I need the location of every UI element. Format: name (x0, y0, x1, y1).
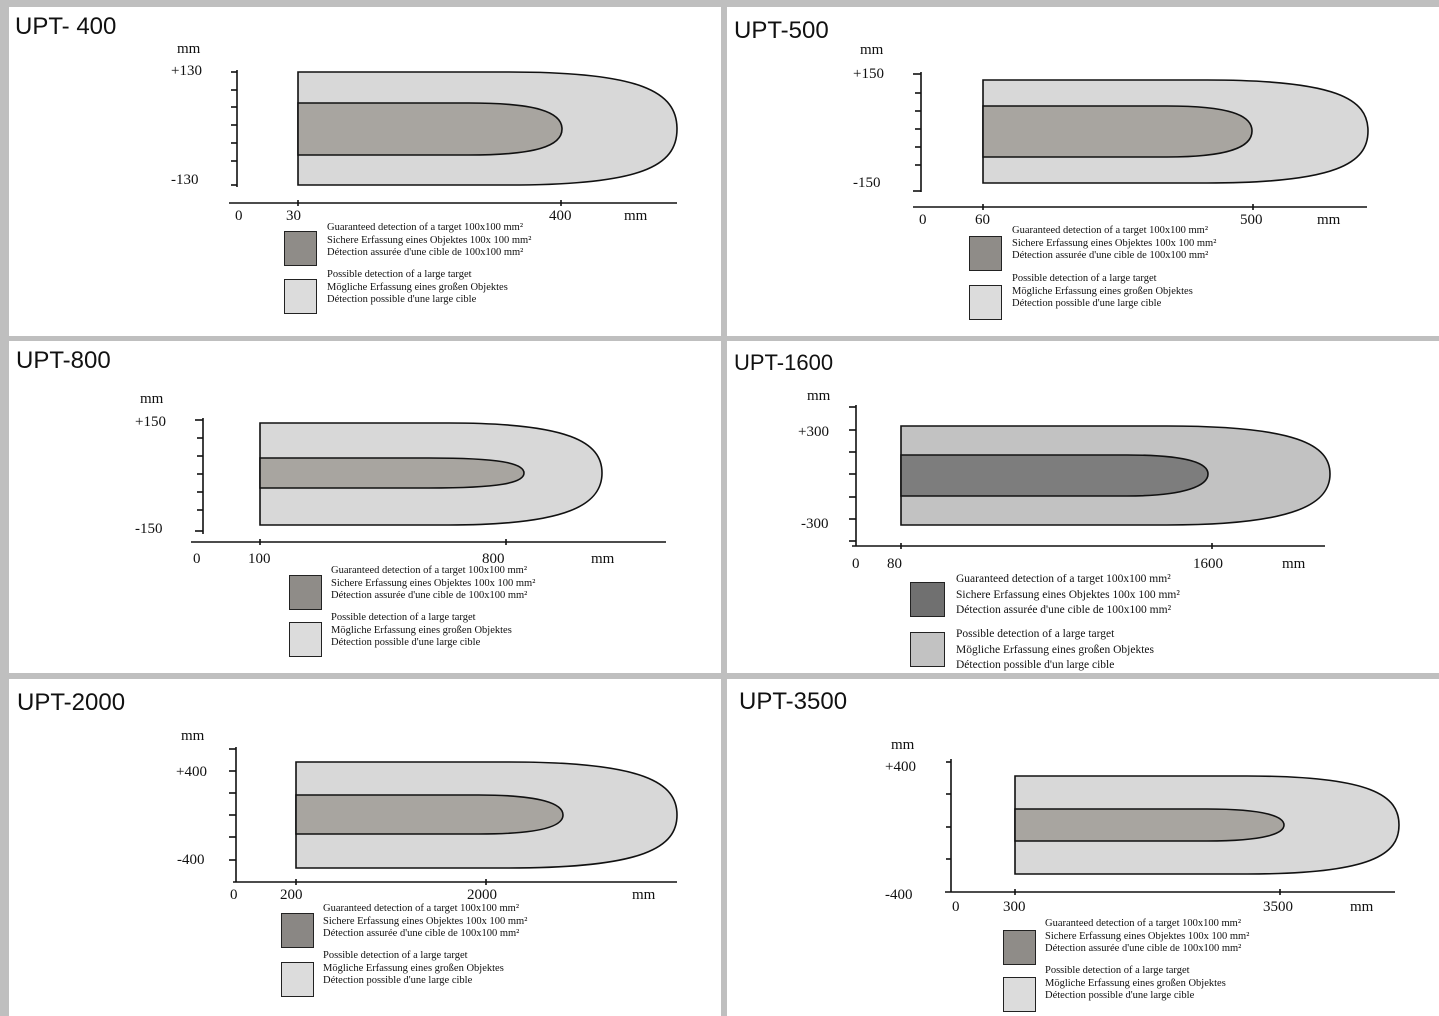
guaranteed-detection-zone (1014, 808, 1285, 842)
y-top-label: +400 (885, 759, 916, 775)
panel-title: UPT- 400 (15, 13, 117, 40)
x-unit-label: mm (1350, 899, 1374, 915)
y-unit-label: mm (860, 42, 884, 58)
guaranteed-legend: Guaranteed detection of a target 100x100… (323, 903, 528, 939)
detection-diagram: mm +130 -130 0 30 400 mm (171, 41, 678, 224)
guaranteed-legend: Guaranteed detection of a target 100x100… (327, 222, 532, 258)
possible-legend: Possible detection of a large target Mög… (323, 950, 504, 986)
x-start-label: 80 (887, 556, 902, 572)
panel-upt-800: UPT-800 mm +150 -150 0 100 800 mm Guaran… (9, 341, 721, 673)
x-zero-label: 0 (235, 208, 243, 224)
panel-upt-500: UPT-500 mm +150 -150 0 60 500 mm Guarant… (727, 7, 1439, 336)
detection-diagram: mm +400 -400 0 200 2000 mm (176, 728, 678, 903)
possible-legend: Possible detection of a large target Mög… (1012, 273, 1193, 309)
x-end-label: 1600 (1193, 556, 1223, 572)
y-bottom-label: -300 (801, 516, 829, 532)
y-bottom-label: -150 (135, 521, 163, 537)
guaranteed-swatch (289, 575, 322, 610)
y-bottom-label: -400 (885, 887, 913, 903)
y-top-label: +400 (176, 764, 207, 780)
panel-title: UPT-3500 (739, 688, 848, 715)
guaranteed-swatch (1003, 930, 1036, 965)
guaranteed-swatch (969, 236, 1002, 271)
x-zero-label: 0 (230, 887, 238, 903)
y-unit-label: mm (181, 728, 205, 744)
x-end-label: 800 (482, 551, 505, 567)
panel-upt-3500: UPT-3500 mm +400 -400 0 300 3500 mm Guar… (727, 679, 1439, 1016)
possible-swatch (289, 622, 322, 657)
guaranteed-detection-zone (295, 794, 564, 835)
x-unit-label: mm (624, 208, 648, 224)
y-unit-label: mm (891, 737, 915, 753)
y-bottom-label: -150 (853, 175, 881, 191)
x-start-label: 300 (1003, 899, 1026, 915)
panel-title: UPT-2000 (17, 689, 126, 716)
x-end-label: 2000 (467, 887, 497, 903)
guaranteed-swatch (281, 913, 314, 948)
x-end-label: 400 (549, 208, 572, 224)
x-zero-label: 0 (193, 551, 201, 567)
guaranteed-legend: Guaranteed detection of a target 100x100… (956, 573, 1180, 616)
y-top-label: +130 (171, 63, 202, 79)
x-start-label: 30 (286, 208, 301, 224)
possible-swatch (969, 285, 1002, 320)
x-zero-label: 0 (952, 899, 960, 915)
guaranteed-swatch (910, 582, 945, 617)
x-zero-label: 0 (919, 212, 927, 228)
y-unit-label: mm (177, 41, 201, 57)
guaranteed-detection-zone (259, 457, 525, 489)
possible-swatch (1003, 977, 1036, 1012)
x-unit-label: mm (632, 887, 656, 903)
guaranteed-swatch (284, 231, 317, 266)
y-top-label: +300 (798, 424, 829, 440)
detection-diagram: mm +400 -400 0 300 3500 mm (885, 737, 1400, 915)
x-unit-label: mm (1317, 212, 1341, 228)
x-unit-label: mm (591, 551, 615, 567)
guaranteed-detection-zone (297, 102, 563, 156)
possible-legend: Possible detection of a large target Mög… (331, 612, 512, 648)
y-unit-label: mm (140, 391, 164, 407)
possible-legend: Possible detection of a large target Mög… (327, 269, 508, 305)
possible-swatch (281, 962, 314, 997)
x-end-label: 3500 (1263, 899, 1293, 915)
panel-upt-400: UPT- 400 mm +130 -130 0 30 400 mm Guaran… (9, 7, 721, 336)
x-end-label: 500 (1240, 212, 1263, 228)
x-unit-label: mm (1282, 556, 1306, 572)
y-bottom-label: -400 (177, 852, 205, 868)
possible-swatch (910, 632, 945, 667)
guaranteed-detection-zone (982, 105, 1253, 158)
guaranteed-legend: Guaranteed detection of a target 100x100… (1012, 225, 1217, 261)
detection-diagram: mm +150 -150 0 60 500 mm (853, 42, 1369, 228)
y-top-label: +150 (135, 414, 166, 430)
y-bottom-label: -130 (171, 172, 199, 188)
guaranteed-legend: Guaranteed detection of a target 100x100… (331, 565, 536, 601)
x-start-label: 60 (975, 212, 990, 228)
x-start-label: 200 (280, 887, 303, 903)
x-zero-label: 0 (852, 556, 860, 572)
detection-diagram: mm +300 -300 0 80 1600 mm (798, 388, 1331, 572)
panel-upt-1600: UPT-1600 mm +300 -300 0 80 1600 mm Guara… (727, 341, 1439, 673)
panel-title: UPT-1600 (734, 350, 834, 375)
panel-upt-2000: UPT-2000 mm +400 -400 0 200 2000 mm Guar… (9, 679, 721, 1016)
possible-legend: Possible detection of a large target Mög… (1045, 965, 1226, 1001)
panel-title: UPT-500 (734, 17, 829, 44)
panel-title: UPT-800 (16, 347, 111, 374)
y-top-label: +150 (853, 66, 884, 82)
detection-diagram: mm +150 -150 0 100 800 mm (135, 391, 666, 567)
guaranteed-legend: Guaranteed detection of a target 100x100… (1045, 918, 1250, 954)
possible-swatch (284, 279, 317, 314)
possible-legend: Possible detection of a large target Mög… (956, 628, 1155, 671)
x-start-label: 100 (248, 551, 271, 567)
guaranteed-detection-zone (900, 454, 1209, 497)
y-unit-label: mm (807, 388, 831, 404)
